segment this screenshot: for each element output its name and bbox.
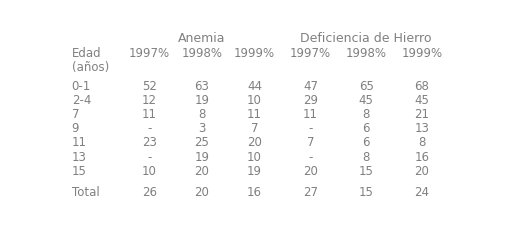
Text: 1997%: 1997% [128,46,170,60]
Text: 8: 8 [418,136,425,150]
Text: 23: 23 [142,136,157,150]
Text: -: - [308,122,313,135]
Text: 11: 11 [247,108,262,121]
Text: 19: 19 [194,151,210,164]
Text: 24: 24 [414,186,430,199]
Text: 20: 20 [414,165,430,178]
Text: 25: 25 [194,136,209,150]
Text: 13: 13 [72,151,86,164]
Text: 12: 12 [141,94,157,107]
Text: Edad: Edad [72,46,101,60]
Text: 3: 3 [198,122,205,135]
Text: 68: 68 [414,80,430,93]
Text: 8: 8 [198,108,205,121]
Text: 11: 11 [303,108,318,121]
Text: 1998%: 1998% [181,46,222,60]
Text: 45: 45 [414,94,430,107]
Text: 1998%: 1998% [346,46,387,60]
Text: 19: 19 [247,165,262,178]
Text: 6: 6 [363,122,370,135]
Text: 7: 7 [251,122,258,135]
Text: -: - [308,151,313,164]
Text: 65: 65 [359,80,374,93]
Text: 8: 8 [363,151,370,164]
Text: Deficiencia de Hierro: Deficiencia de Hierro [300,33,432,45]
Text: 10: 10 [247,94,262,107]
Text: 27: 27 [303,186,318,199]
Text: 15: 15 [359,165,374,178]
Text: 7: 7 [307,136,314,150]
Text: 10: 10 [247,151,262,164]
Text: 45: 45 [359,94,374,107]
Text: 7: 7 [72,108,79,121]
Text: 13: 13 [414,122,430,135]
Text: 6: 6 [363,136,370,150]
Text: 0-1: 0-1 [72,80,91,93]
Text: 63: 63 [194,80,209,93]
Text: 15: 15 [359,186,374,199]
Text: 11: 11 [72,136,86,150]
Text: 20: 20 [194,165,209,178]
Text: 52: 52 [142,80,157,93]
Text: 1997%: 1997% [290,46,331,60]
Text: 2-4: 2-4 [72,94,91,107]
Text: -: - [147,122,151,135]
Text: 1999%: 1999% [234,46,275,60]
Text: 47: 47 [303,80,318,93]
Text: (años): (años) [72,61,109,74]
Text: 1999%: 1999% [401,46,443,60]
Text: Anemia: Anemia [178,33,226,45]
Text: 20: 20 [194,186,209,199]
Text: 8: 8 [363,108,370,121]
Text: 9: 9 [72,122,79,135]
Text: 26: 26 [141,186,157,199]
Text: 29: 29 [303,94,318,107]
Text: Total: Total [72,186,100,199]
Text: 10: 10 [142,165,157,178]
Text: 20: 20 [303,165,318,178]
Text: 16: 16 [414,151,430,164]
Text: 44: 44 [247,80,262,93]
Text: 15: 15 [72,165,86,178]
Text: 16: 16 [247,186,262,199]
Text: 21: 21 [414,108,430,121]
Text: 20: 20 [247,136,262,150]
Text: -: - [147,151,151,164]
Text: 11: 11 [141,108,157,121]
Text: 19: 19 [194,94,210,107]
